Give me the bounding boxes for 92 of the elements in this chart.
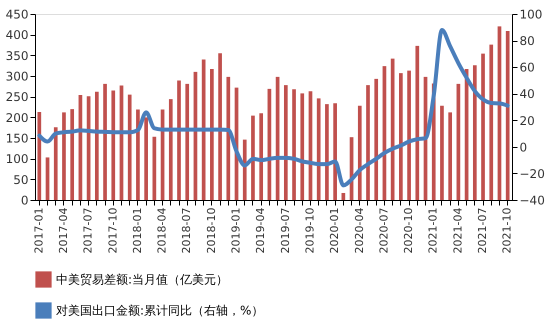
x-tick-label: 2021-07 xyxy=(476,208,490,254)
x-tick-label: 2021-10 xyxy=(500,208,514,254)
y-tick-label: 0 xyxy=(20,194,28,208)
bar xyxy=(456,84,460,200)
x-tick-label: 2019-04 xyxy=(254,208,268,254)
bar xyxy=(103,84,107,200)
bar xyxy=(300,93,304,200)
bar xyxy=(210,68,214,200)
y2-tick-label: 100 xyxy=(520,8,542,22)
x-tick-label: 2021-04 xyxy=(451,208,464,254)
y-tick-label: 50 xyxy=(13,172,28,187)
bar xyxy=(506,30,510,200)
bar xyxy=(448,112,452,200)
x-tick-label: 2019-10 xyxy=(303,208,316,254)
y-tick-label: 300 xyxy=(6,70,28,84)
bar xyxy=(70,109,74,200)
y2-tick-label: 20 xyxy=(520,114,535,128)
x-tick-label: 2019-01 xyxy=(230,208,243,254)
x-tick-label: 2018-04 xyxy=(156,208,169,254)
legend-label: 对美国出口金额:累计同比（右轴，%） xyxy=(56,304,264,318)
bar xyxy=(152,136,156,200)
bar xyxy=(374,78,378,200)
bar xyxy=(120,86,124,200)
y2-tick-label: −40 xyxy=(520,194,545,208)
bar xyxy=(440,106,444,200)
bar xyxy=(316,98,321,200)
bar xyxy=(128,94,132,200)
x-tick-label: 2018-01 xyxy=(130,208,144,254)
bar xyxy=(136,109,140,200)
x-tick-label: 2018-07 xyxy=(180,208,194,254)
x-tick-label: 2019-07 xyxy=(278,208,292,254)
legend-label: 中美贸易差额:当月值（亿美元） xyxy=(56,272,228,286)
x-tick-label: 2020-07 xyxy=(377,208,390,254)
x-tick-label: 2020-10 xyxy=(402,208,416,254)
bar xyxy=(202,59,206,200)
bar xyxy=(292,89,296,200)
y2-tick-label: −20 xyxy=(520,166,545,181)
bar xyxy=(62,112,66,200)
bar xyxy=(144,117,148,200)
x-tick-label: 2017-01 xyxy=(32,208,46,254)
bar xyxy=(424,76,428,200)
line-series xyxy=(37,28,510,188)
y-tick-label: 400 xyxy=(6,28,28,42)
bar xyxy=(350,137,354,200)
bar xyxy=(341,192,346,200)
y2-tick-label: 0 xyxy=(520,140,528,154)
bar xyxy=(325,104,329,200)
bar xyxy=(399,73,403,200)
bar xyxy=(37,112,42,200)
bar xyxy=(308,91,312,200)
x-tick-label: 2020-04 xyxy=(352,208,366,254)
bar xyxy=(390,58,394,200)
bar xyxy=(46,157,50,200)
y-tick-label: 250 xyxy=(6,90,28,104)
bar xyxy=(168,99,173,200)
y-tick-label: 100 xyxy=(6,152,28,166)
x-tick-label: 2020-01 xyxy=(328,208,342,254)
x-tick-label: 2017-10 xyxy=(106,208,120,254)
bar xyxy=(489,44,494,200)
bar xyxy=(194,72,198,200)
bar xyxy=(268,88,272,200)
y-tick-label: 150 xyxy=(6,132,28,146)
bar xyxy=(276,76,280,200)
bar xyxy=(284,85,288,200)
y2-tick-label: 40 xyxy=(520,87,535,102)
y-tick-label: 200 xyxy=(6,110,28,125)
bar xyxy=(185,84,190,200)
x-tick-label: 2018-10 xyxy=(204,208,218,254)
bar xyxy=(498,26,502,200)
bar xyxy=(382,66,386,200)
bar xyxy=(481,54,485,200)
bar xyxy=(407,70,411,200)
y-tick-label: 350 xyxy=(6,48,28,63)
bar xyxy=(218,53,222,200)
bar xyxy=(94,92,99,200)
bar xyxy=(366,85,370,200)
x-tick-label: 2017-07 xyxy=(82,208,95,254)
bar xyxy=(226,76,230,200)
bar xyxy=(251,116,255,200)
y-tick-label: 450 xyxy=(6,8,28,22)
bar xyxy=(111,90,116,200)
x-tick-label: 2021-01 xyxy=(426,208,440,254)
bar xyxy=(472,65,477,200)
bar xyxy=(259,113,264,200)
x-tick-label: 2017-04 xyxy=(56,208,70,254)
y2-tick-label: 80 xyxy=(520,34,535,48)
bar xyxy=(160,109,164,200)
bar xyxy=(78,95,82,200)
bar xyxy=(86,96,90,200)
bar xyxy=(177,80,181,200)
y2-tick-label: 60 xyxy=(520,60,535,75)
bar xyxy=(415,46,420,200)
